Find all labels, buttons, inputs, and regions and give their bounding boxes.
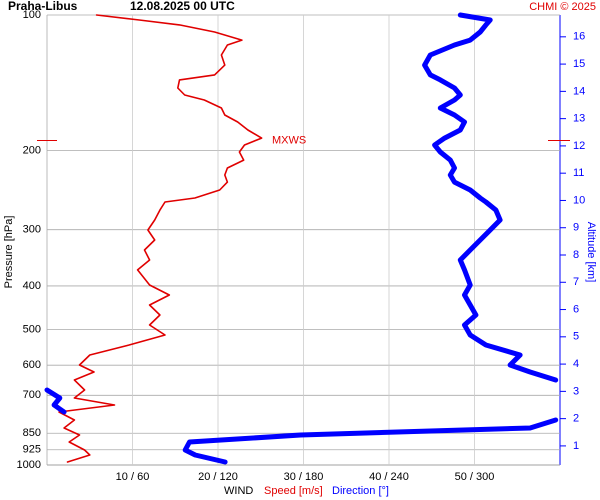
legend-speed: Speed [m/s] bbox=[264, 485, 323, 497]
y2-tick-label: 14 bbox=[573, 85, 585, 97]
y2-tick-label: 15 bbox=[573, 58, 585, 70]
y2-tick-label: 3 bbox=[573, 385, 579, 397]
y2-tick-label: 16 bbox=[573, 31, 585, 43]
y2-tick-label: 5 bbox=[573, 331, 579, 343]
series-line bbox=[58, 14, 263, 463]
x-tick-label: 30 / 180 bbox=[284, 471, 324, 483]
y-tick-label: 1000 bbox=[17, 459, 41, 471]
x-axis-label: WIND bbox=[224, 485, 253, 497]
y-tick-label: 100 bbox=[23, 9, 41, 21]
y2-tick-label: 6 bbox=[573, 303, 579, 315]
y-tick-label: 850 bbox=[23, 427, 41, 439]
x-tick-label: 50 / 300 bbox=[455, 471, 495, 483]
y2-axis-label: Altitude [km] bbox=[585, 222, 597, 283]
y2-tick-label: 10 bbox=[573, 194, 585, 206]
y2-tick-label: 11 bbox=[573, 167, 584, 179]
annotation-label: MXWS bbox=[272, 134, 306, 146]
y-tick-label: 925 bbox=[23, 444, 41, 456]
y-tick-label: 600 bbox=[23, 359, 41, 371]
y-tick-label: 400 bbox=[23, 280, 41, 292]
y2-tick-label: 9 bbox=[573, 222, 579, 234]
x-tick-label: 40 / 240 bbox=[369, 471, 409, 483]
y-tick-label: 200 bbox=[23, 144, 41, 156]
series-line bbox=[44, 12, 559, 465]
y2-tick-label: 13 bbox=[573, 113, 585, 125]
y2-tick-label: 7 bbox=[573, 276, 579, 288]
y2-tick-label: 4 bbox=[573, 358, 579, 370]
y-tick-label: 300 bbox=[23, 224, 41, 236]
date-subtitle: 12.08.2025 00 UTC bbox=[130, 0, 235, 13]
y-tick-label: 500 bbox=[23, 323, 41, 335]
station-title: Praha-Libus bbox=[8, 0, 78, 13]
y2-tick-label: 12 bbox=[573, 140, 585, 152]
y-axis-label: Pressure [hPa] bbox=[3, 216, 15, 289]
y2-tick-label: 8 bbox=[573, 249, 579, 261]
x-tick-label: 10 / 60 bbox=[116, 471, 150, 483]
source: CHMI © 2025 bbox=[529, 1, 596, 13]
legend-direction: Direction [°] bbox=[332, 485, 389, 497]
x-tick-label: 20 / 120 bbox=[198, 471, 238, 483]
y-tick-label: 700 bbox=[23, 389, 41, 401]
y2-tick-label: 1 bbox=[573, 440, 579, 452]
y2-tick-label: 2 bbox=[573, 413, 579, 425]
